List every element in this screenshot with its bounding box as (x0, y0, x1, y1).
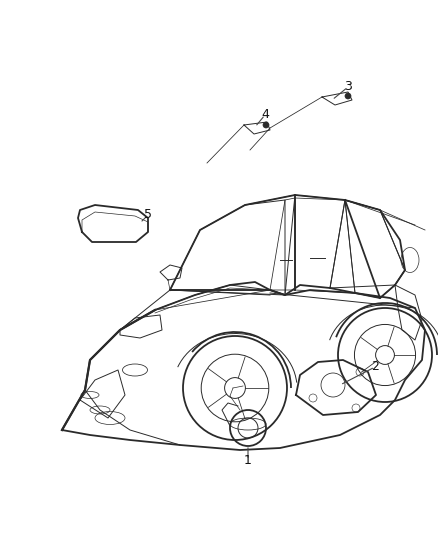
Text: 2: 2 (371, 360, 379, 374)
Circle shape (263, 122, 269, 128)
Text: 4: 4 (261, 109, 269, 122)
Text: 1: 1 (244, 454, 252, 466)
Text: 5: 5 (144, 208, 152, 222)
Circle shape (345, 93, 351, 99)
Text: 3: 3 (344, 80, 352, 93)
